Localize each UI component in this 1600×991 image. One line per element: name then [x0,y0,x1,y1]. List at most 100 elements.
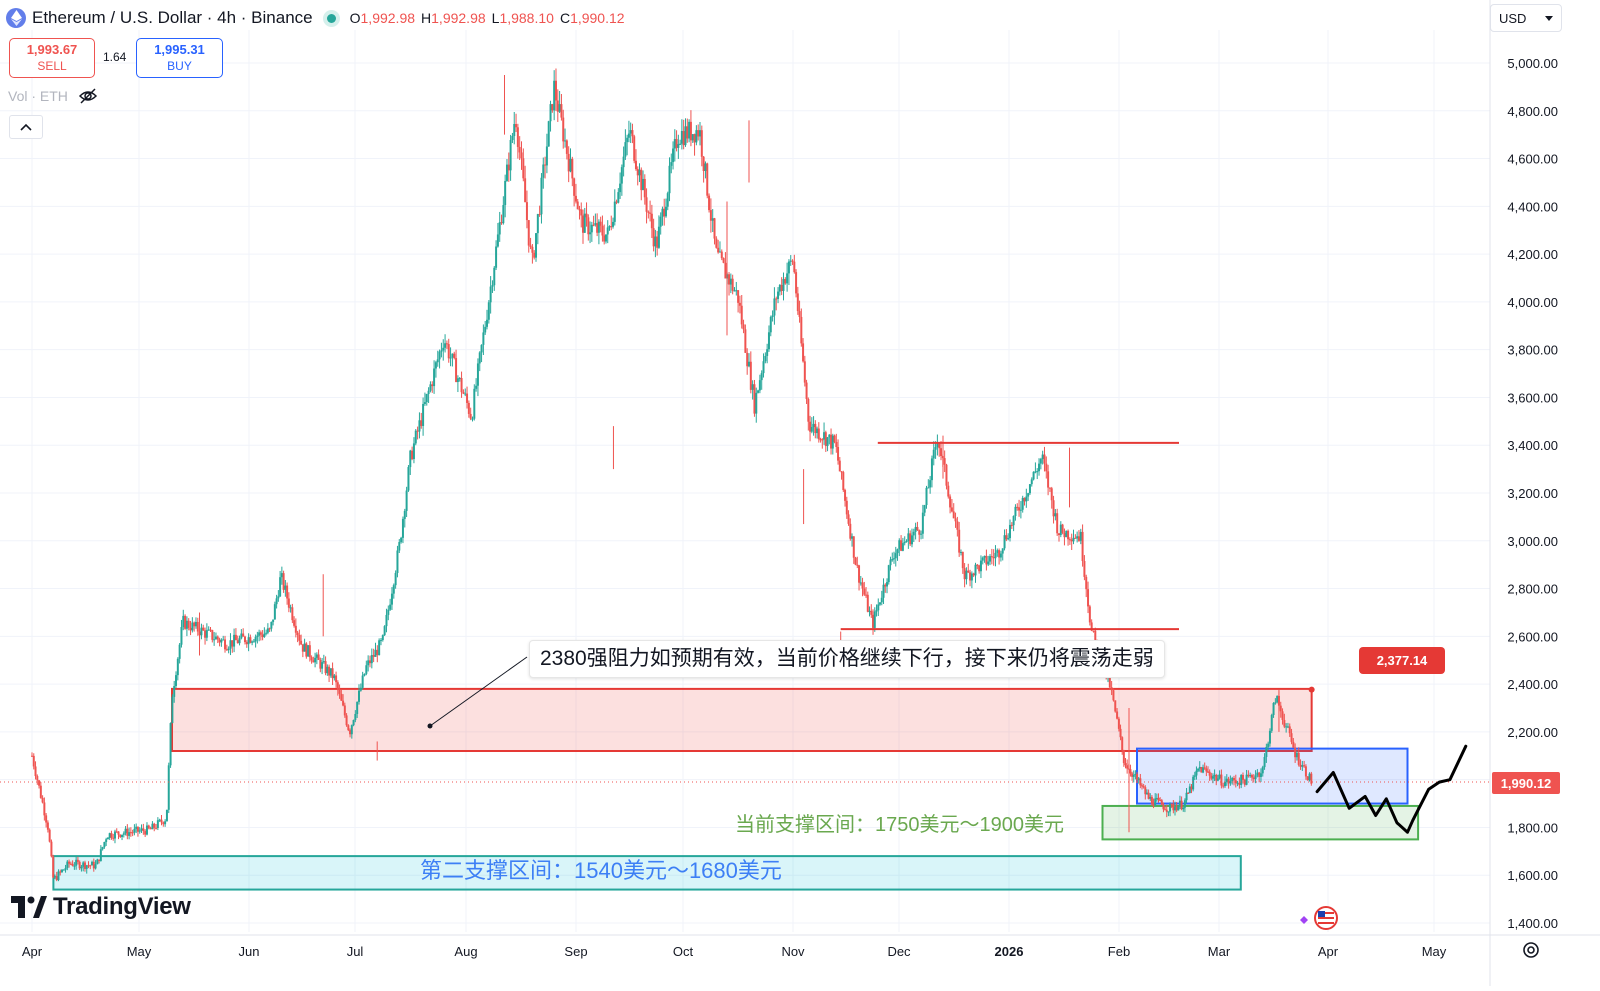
symbol-title[interactable]: Ethereum / U.S. Dollar · 4h · Binance [32,8,313,27]
candle-body [1067,530,1070,540]
sell-button[interactable]: 1,993.67 SELL [9,38,95,78]
second-support-zone [52,855,1242,891]
candle-body [242,633,245,637]
candle-body [171,696,174,724]
candle-body [211,630,214,640]
collapse-legend-button[interactable] [9,115,43,139]
second-support-zone-label[interactable]: 第二支撑区间：1540美元～1680美元 [420,858,782,883]
candle-body [101,847,104,850]
candle-body [227,648,230,651]
candle-body [52,856,55,878]
candle-body [256,635,259,637]
candle-body [374,649,377,657]
candle-body [412,443,415,460]
candle-body [967,570,970,573]
candle-body [1274,702,1277,704]
candle-body [245,642,248,645]
candle-body [1167,811,1170,813]
projected-price-path [1315,744,1468,834]
candle-body [724,262,727,279]
candle-body [1234,780,1237,784]
candle-body [207,629,210,631]
candle-body [234,634,237,641]
eye-off-icon[interactable] [78,88,98,104]
candle-body [682,131,685,146]
candle-body [847,514,850,524]
candle-body [153,823,156,828]
candle-body [872,614,875,628]
candle-body [769,317,772,333]
candle-body [456,378,459,383]
candle-body [265,632,268,634]
candle-body [1010,524,1013,526]
candle-body [633,136,636,161]
candle-body [688,121,691,139]
candle-body [1202,767,1205,773]
candle-body [1147,792,1150,799]
candle-body [527,220,530,246]
buy-button[interactable]: 1,995.31 BUY [136,38,223,78]
candle-body [338,690,341,694]
candle-body [418,420,421,432]
candle-body [1183,800,1186,808]
chevron-down-icon [1545,15,1553,21]
candle-body [870,610,873,615]
candle-body [149,828,152,830]
candle-body [350,725,353,735]
candle-body [554,80,557,101]
candle-body [775,298,778,300]
us-flag-icon[interactable] [1296,906,1344,930]
candle-body [976,564,979,566]
y-tick-label: 4,000.00 [1507,295,1558,310]
candle-body [573,178,576,196]
candle-body [670,162,673,166]
candle-body [1054,513,1057,517]
buy-label: BUY [167,59,192,73]
candle-body [821,439,824,441]
candle-body [204,630,207,638]
candle-body [277,596,280,599]
candle-body [328,666,331,676]
tradingview-logo[interactable]: TradingView [11,893,191,921]
candle-body [173,685,176,697]
candle-body [1222,785,1225,787]
x-tick-label: Sep [564,944,587,959]
candle-body [868,610,871,612]
candle-body [144,831,147,835]
candle-body [901,543,904,551]
candle-body [165,809,168,822]
support-zone-label[interactable]: 当前支撑区间：1750美元～1900美元 [735,814,1064,836]
candle-body [816,428,819,434]
candle-body [571,158,574,179]
volume-label: Vol · ETH [8,88,68,104]
candle-body [409,450,412,468]
resistance-annotation[interactable]: 2380强阻力如预期有效，当前价格继续下行，接下来仍将震荡走弱 [529,640,1165,678]
candle-body [531,246,534,253]
candle-body [780,284,783,291]
candle-body [702,156,705,171]
candle-body [1085,576,1088,590]
candle-body [1019,509,1022,511]
candle-body [631,130,634,137]
candle-body [545,146,548,166]
candle-body [1137,778,1140,781]
candle-body [990,556,993,558]
candle-body [751,384,754,390]
y-tick-label: 1,800.00 [1507,820,1558,835]
settings-gear-icon[interactable] [1521,940,1541,960]
candle-body [289,607,292,609]
y-tick-label: 2,400.00 [1507,677,1558,692]
candle-body [187,620,190,628]
candle-body [317,654,320,660]
volume-indicator[interactable]: Vol · ETH [8,88,98,104]
currency-selector[interactable]: USD [1490,4,1562,32]
candle-body [1290,733,1293,742]
candle-body [722,258,725,263]
candle-body [1175,807,1178,811]
candle-body [1092,630,1095,632]
candle-body [1250,775,1253,778]
candle-body [64,868,67,870]
candle-body [907,533,910,541]
